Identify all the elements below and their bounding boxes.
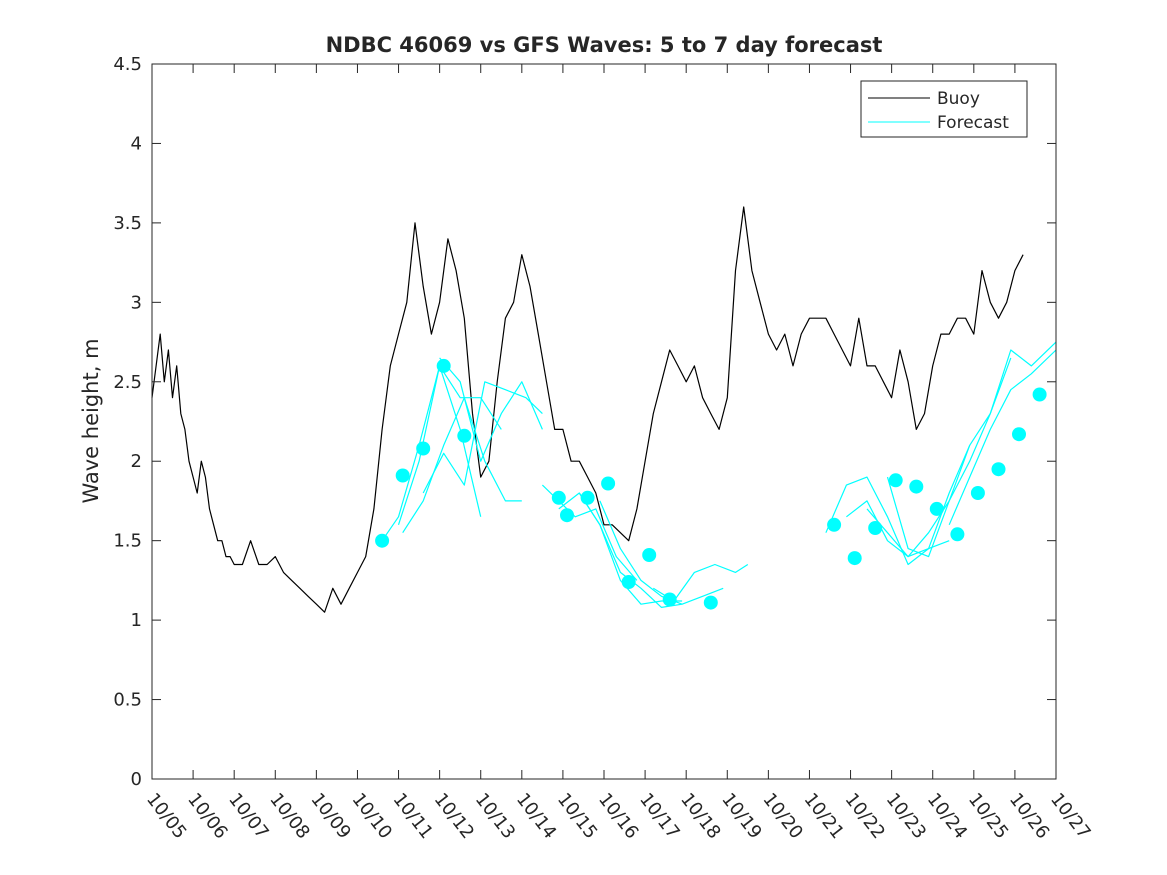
y-tick-label: 4.5 [113,54,142,75]
forecast-marker [457,428,472,443]
forecast-marker [929,501,944,516]
forecast-marker [950,527,965,542]
axis-ticks [151,63,1057,780]
y-tick-label: 2.5 [113,372,142,393]
y-tick-label: 3 [131,292,142,313]
forecast-marker [1012,427,1026,442]
forecast-run-line [381,365,482,542]
forecast-run-line [397,365,502,525]
forecast-marker [847,551,862,566]
forecast-markers [375,358,1047,610]
plot-area [151,206,1057,613]
y-tick-label: 0 [131,769,142,790]
legend: Buoy Forecast [860,80,1028,138]
forecast-marker [888,473,903,488]
forecast-marker [703,595,718,610]
forecast-marker [991,462,1006,477]
forecast-marker [621,575,636,589]
legend-label-forecast: Forecast [937,113,1009,133]
forecast-run-line [886,341,1057,558]
forecast-run-line [422,381,543,494]
y-tick-label: 4 [131,133,142,154]
forecast-marker [601,476,616,491]
forecast-marker [375,533,390,548]
forecast-marker [662,592,677,607]
buoy-series [151,206,1024,613]
y-tick-label: 2 [131,451,142,472]
legend-box [860,80,1028,138]
y-tick-label: 1 [131,610,142,631]
forecast-marker [909,479,924,494]
forecast-marker [560,508,574,523]
forecast-marker [642,548,657,562]
forecast-marker [970,486,985,500]
forecast-marker [416,441,431,456]
y-tick-label: 0.5 [113,690,142,711]
forecast-run-line [599,500,724,605]
legend-label-buoy: Buoy [937,89,980,109]
y-axis-label: Wave height, m [79,338,103,503]
forecast-marker [551,490,566,505]
chart-title: NDBC 46069 vs GFS Waves: 5 to 7 day fore… [326,33,883,57]
buoy-line [151,206,1024,613]
forecast-marker [868,521,883,535]
forecast-run-line [948,349,1057,526]
y-tick-label: 3.5 [113,213,142,234]
forecast-series [381,341,1057,609]
forecast-marker [827,517,842,532]
forecast-marker [436,358,451,373]
forecast-marker [1032,387,1047,402]
forecast-run-line [439,357,543,462]
y-tick-label: 1.5 [113,531,142,552]
forecast-run-line [866,357,1012,558]
y-tick-labels: 0 0.5 1 1.5 2 2.5 3 3.5 4 4.5 [113,54,142,790]
forecast-marker [395,468,410,483]
forecast-marker [580,490,595,505]
